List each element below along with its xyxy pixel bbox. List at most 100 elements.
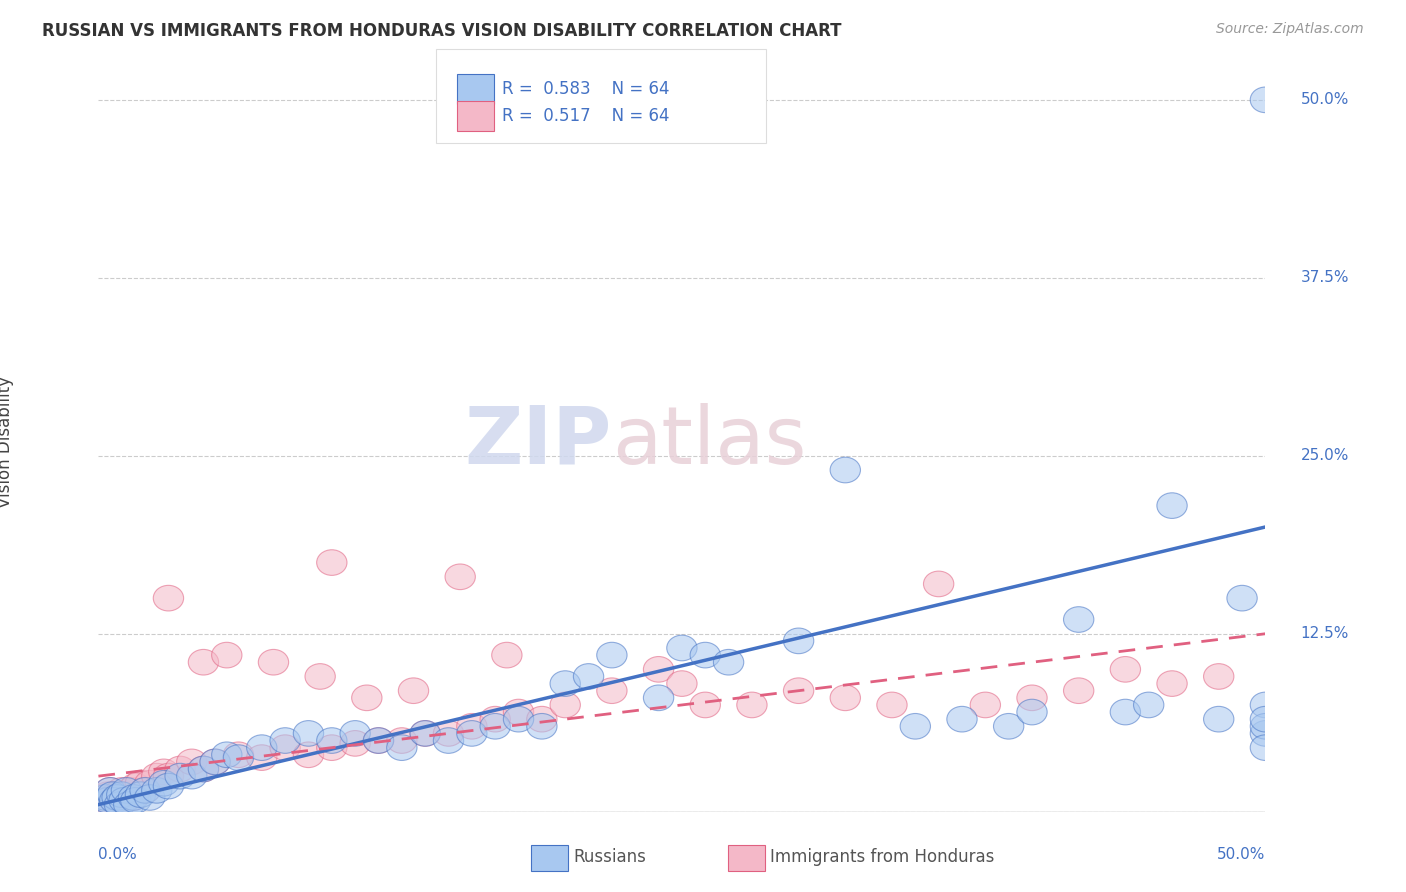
Ellipse shape xyxy=(188,649,218,675)
Ellipse shape xyxy=(142,764,172,789)
Ellipse shape xyxy=(783,678,814,704)
Ellipse shape xyxy=(713,649,744,675)
Ellipse shape xyxy=(1157,671,1187,697)
Ellipse shape xyxy=(644,685,673,711)
Ellipse shape xyxy=(316,549,347,575)
Text: 37.5%: 37.5% xyxy=(1301,270,1348,285)
Ellipse shape xyxy=(411,721,440,747)
Ellipse shape xyxy=(1017,685,1047,711)
Text: Immigrants from Honduras: Immigrants from Honduras xyxy=(770,848,995,866)
Ellipse shape xyxy=(1111,657,1140,682)
Ellipse shape xyxy=(97,785,128,810)
Ellipse shape xyxy=(115,778,146,803)
Ellipse shape xyxy=(108,788,139,814)
Ellipse shape xyxy=(135,771,165,796)
Ellipse shape xyxy=(142,778,172,803)
Ellipse shape xyxy=(479,714,510,739)
Text: 0.0%: 0.0% xyxy=(98,847,138,863)
Ellipse shape xyxy=(149,759,179,785)
Text: 12.5%: 12.5% xyxy=(1301,626,1348,641)
Ellipse shape xyxy=(200,749,231,774)
Ellipse shape xyxy=(104,792,135,817)
Ellipse shape xyxy=(224,745,253,771)
Ellipse shape xyxy=(188,756,218,781)
Ellipse shape xyxy=(294,721,323,747)
Ellipse shape xyxy=(125,771,156,796)
Ellipse shape xyxy=(177,764,207,789)
Ellipse shape xyxy=(492,642,522,668)
Ellipse shape xyxy=(666,635,697,661)
Ellipse shape xyxy=(125,781,156,807)
Ellipse shape xyxy=(100,788,129,814)
Ellipse shape xyxy=(550,692,581,718)
Ellipse shape xyxy=(690,692,720,718)
Text: Vision Disability: Vision Disability xyxy=(0,376,14,508)
Ellipse shape xyxy=(96,778,125,803)
Ellipse shape xyxy=(340,721,370,747)
Ellipse shape xyxy=(111,781,142,807)
Ellipse shape xyxy=(316,728,347,754)
Ellipse shape xyxy=(96,778,125,803)
Ellipse shape xyxy=(830,685,860,711)
Ellipse shape xyxy=(1111,699,1140,725)
Ellipse shape xyxy=(294,742,323,768)
Ellipse shape xyxy=(411,721,440,747)
Ellipse shape xyxy=(994,714,1024,739)
Ellipse shape xyxy=(259,649,288,675)
Ellipse shape xyxy=(89,792,118,817)
Ellipse shape xyxy=(104,792,135,817)
Ellipse shape xyxy=(446,564,475,590)
Text: R =  0.583    N = 64: R = 0.583 N = 64 xyxy=(502,80,669,98)
Ellipse shape xyxy=(89,792,118,817)
Ellipse shape xyxy=(1250,87,1281,112)
Ellipse shape xyxy=(387,735,418,761)
Ellipse shape xyxy=(100,788,129,814)
Text: RUSSIAN VS IMMIGRANTS FROM HONDURAS VISION DISABILITY CORRELATION CHART: RUSSIAN VS IMMIGRANTS FROM HONDURAS VISI… xyxy=(42,22,842,40)
Ellipse shape xyxy=(946,706,977,732)
Ellipse shape xyxy=(527,714,557,739)
Ellipse shape xyxy=(783,628,814,654)
Text: 50.0%: 50.0% xyxy=(1301,93,1348,107)
Ellipse shape xyxy=(121,788,150,814)
Ellipse shape xyxy=(1204,664,1234,690)
Text: 50.0%: 50.0% xyxy=(1218,847,1265,863)
Ellipse shape xyxy=(224,742,253,768)
Ellipse shape xyxy=(970,692,1001,718)
Ellipse shape xyxy=(246,745,277,771)
Text: Russians: Russians xyxy=(574,848,647,866)
Ellipse shape xyxy=(479,706,510,732)
Ellipse shape xyxy=(457,714,486,739)
Ellipse shape xyxy=(924,571,953,597)
Ellipse shape xyxy=(690,642,720,668)
Ellipse shape xyxy=(108,788,139,814)
Ellipse shape xyxy=(118,785,149,810)
Ellipse shape xyxy=(596,678,627,704)
Ellipse shape xyxy=(340,731,370,756)
Ellipse shape xyxy=(363,728,394,754)
Ellipse shape xyxy=(153,764,184,789)
Ellipse shape xyxy=(1250,714,1281,739)
Ellipse shape xyxy=(1157,492,1187,518)
Ellipse shape xyxy=(107,781,136,807)
Ellipse shape xyxy=(644,657,673,682)
Ellipse shape xyxy=(877,692,907,718)
Ellipse shape xyxy=(527,706,557,732)
Ellipse shape xyxy=(1063,607,1094,632)
Ellipse shape xyxy=(93,781,122,807)
Ellipse shape xyxy=(111,778,142,803)
Ellipse shape xyxy=(433,721,464,747)
Ellipse shape xyxy=(149,771,179,796)
Ellipse shape xyxy=(1063,678,1094,704)
Ellipse shape xyxy=(165,756,195,781)
Ellipse shape xyxy=(153,773,184,799)
Ellipse shape xyxy=(270,728,301,754)
Ellipse shape xyxy=(1227,585,1257,611)
Ellipse shape xyxy=(270,735,301,761)
Ellipse shape xyxy=(305,664,335,690)
Ellipse shape xyxy=(1250,721,1281,747)
Ellipse shape xyxy=(666,671,697,697)
Ellipse shape xyxy=(165,764,195,789)
Ellipse shape xyxy=(363,728,394,754)
Text: atlas: atlas xyxy=(612,402,806,481)
Ellipse shape xyxy=(101,785,132,810)
